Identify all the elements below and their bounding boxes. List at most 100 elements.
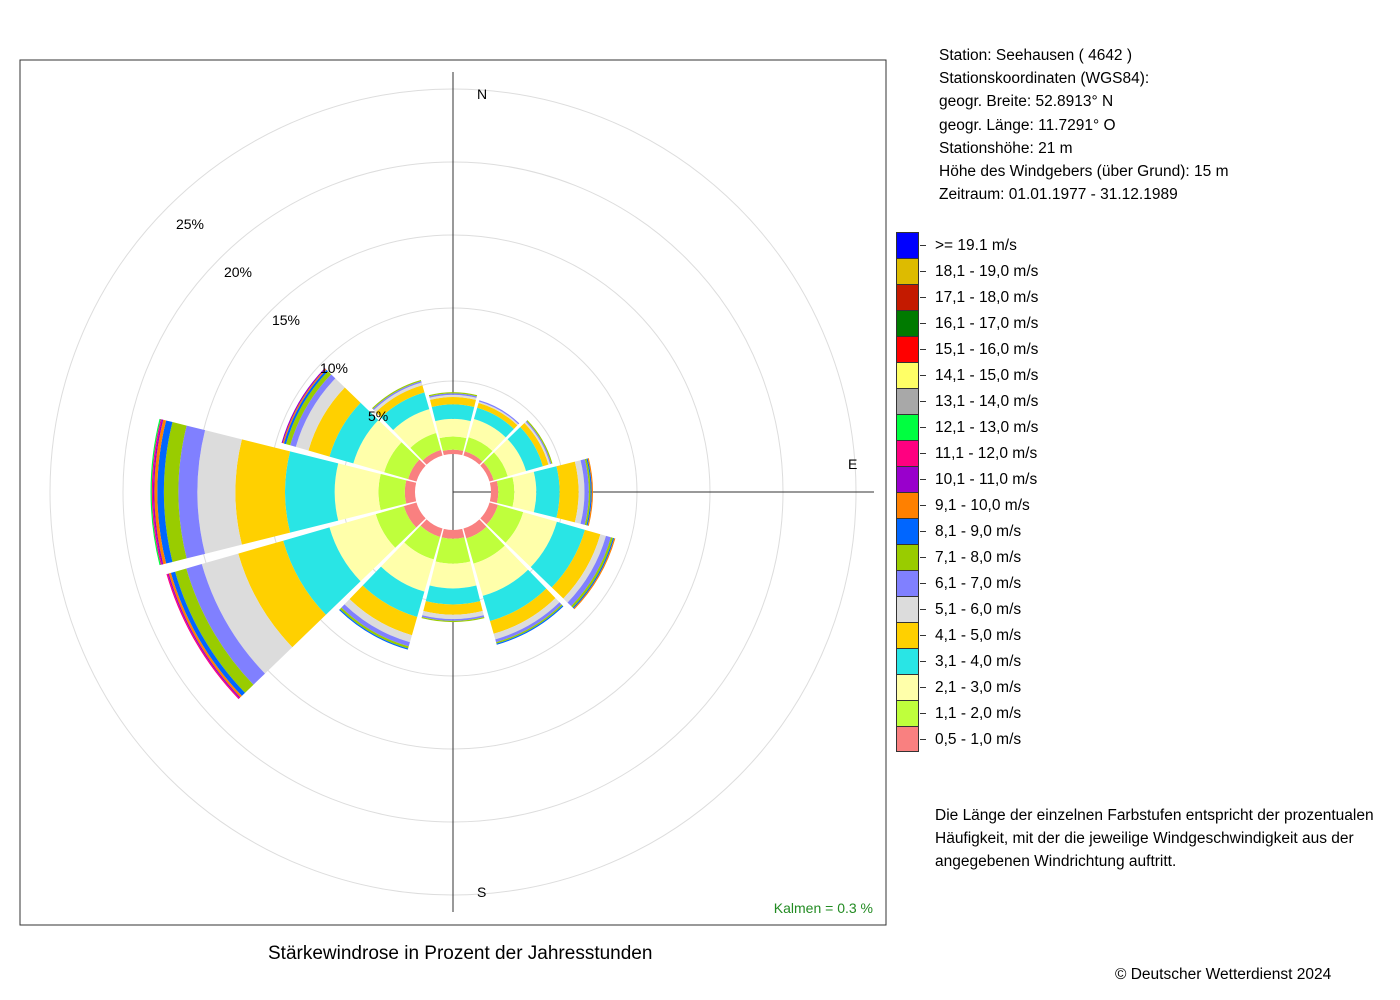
ring-label: 20% [224,264,252,280]
sector-segment [441,528,465,539]
sector-segment [285,371,332,446]
sector-segment [403,502,426,528]
sector-segment [170,571,246,696]
sector-segment [429,394,477,400]
sector-segment [329,514,396,582]
legend-label: 2,1 - 3,0 m/s [935,679,1022,696]
sector-segment [520,423,549,467]
sector-segment [473,407,514,438]
note-line: angegebenen Windrichtung auftritt. [935,853,1177,871]
legend-label: 15,1 - 16,0 m/s [935,341,1039,358]
ring-labels: 5% 10% 15% 20% 25% [176,216,388,424]
legend-swatch [896,648,919,674]
sector-segment [163,422,187,562]
sector-segment [586,458,592,526]
legend-tick [920,505,926,506]
legend-tick [920,739,926,740]
sector-segment [341,604,410,647]
south-label: S [477,884,486,900]
sector-segment [431,404,475,422]
sector-segment [505,512,557,568]
legend-swatch [896,258,919,284]
sector-segment [587,458,593,526]
sector-segment [480,462,494,482]
sector-segment [334,463,381,521]
legend-tick [920,583,926,584]
sector-segment [425,585,481,605]
legend-tick [920,349,926,350]
legend-swatch [896,284,919,310]
sector-segment [372,381,422,411]
legend-label: 8,1 - 9,0 m/s [935,523,1022,540]
sector-segment [420,519,443,537]
legend-tick [920,401,926,402]
legend-tick [920,245,926,246]
legend-swatch [896,492,919,518]
chart-caption: Stärkewindrose in Prozent der Jahresstun… [268,943,653,964]
sector-segment [493,598,560,640]
period: Zeitraum: 01.01.1977 - 31.12.1989 [939,186,1178,204]
sector-segment [150,418,161,566]
legend-tick [920,479,926,480]
sector-segment [551,529,601,599]
legend-swatch [896,674,919,700]
legend-swatch [896,414,919,440]
legend-swatch [896,362,919,388]
station-info: Station: Seehausen ( 4642 ) Stationskoor… [939,44,1228,206]
latitude: geogr. Breite: 52.8913° N [939,93,1114,111]
sector-segment [404,525,441,560]
station-height: Stationshöhe: 21 m [939,139,1073,157]
legend-label: 1,1 - 2,0 m/s [935,705,1022,722]
east-label: E [848,456,857,472]
legend-tick [920,323,926,324]
longitude: geogr. Länge: 11.7291° O [939,116,1116,134]
legend-tick [920,557,926,558]
sector-segment [466,526,505,564]
sector-segment [463,519,487,539]
legend-swatch [896,518,919,544]
legend-swatch [896,544,919,570]
sector-segment [344,599,412,643]
legend-label: 16,1 - 17,0 m/s [935,315,1039,332]
legend-tick [920,271,926,272]
sector-segment [197,430,242,554]
sector-segment [483,452,508,481]
sector-segment [380,542,434,592]
sector-segment [486,504,524,543]
legend-label: 14,1 - 15,0 m/s [935,367,1039,384]
copyright: © Deutscher Wetterdienst 2024 [1115,966,1332,983]
sector-segment [375,506,417,548]
sector-segment [473,545,529,596]
sector-segment [378,473,407,511]
wind-sectors [150,368,616,700]
legend-swatch [896,570,919,596]
sector-segment [477,402,518,429]
plot-frame [19,59,887,926]
legend-swatch [896,336,919,362]
sector-segment [563,534,607,603]
legend-tick [920,375,926,376]
sector-segment [404,480,417,504]
sector-segment [567,535,611,607]
legend-tick [920,531,926,532]
ring-label: 15% [272,312,300,328]
sector-segment [339,607,409,649]
sector-segment [480,502,498,525]
legend-swatch [896,622,919,648]
legend-swatch [896,466,919,492]
note-line: Die Länge der einzelnen Farbstufen entsp… [935,807,1374,824]
legend-swatch [896,596,919,622]
sector-segment [353,419,402,473]
legend-tick [920,713,926,714]
sector-segment [464,437,493,462]
sector-segment [574,460,585,524]
sector-segment [463,451,483,465]
sector-segment [584,458,591,526]
sector-segment [556,461,579,523]
legend-tick [920,609,926,610]
sector-segment [478,401,519,426]
sector-segment [489,481,499,503]
sector-segment [423,601,483,615]
sector-segment [429,393,477,398]
